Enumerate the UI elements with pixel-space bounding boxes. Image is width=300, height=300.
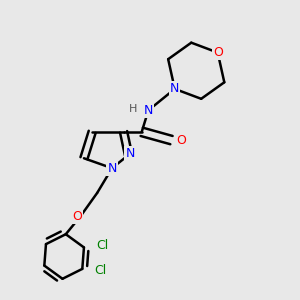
Text: H: H	[129, 104, 138, 114]
Text: N: N	[144, 104, 153, 117]
Text: O: O	[72, 209, 82, 223]
Text: O: O	[176, 134, 186, 147]
Text: Cl: Cl	[94, 264, 106, 277]
Text: O: O	[213, 46, 223, 59]
Text: N: N	[125, 147, 135, 160]
Text: Cl: Cl	[96, 239, 108, 252]
Text: N: N	[170, 82, 179, 95]
Text: N: N	[107, 162, 117, 175]
